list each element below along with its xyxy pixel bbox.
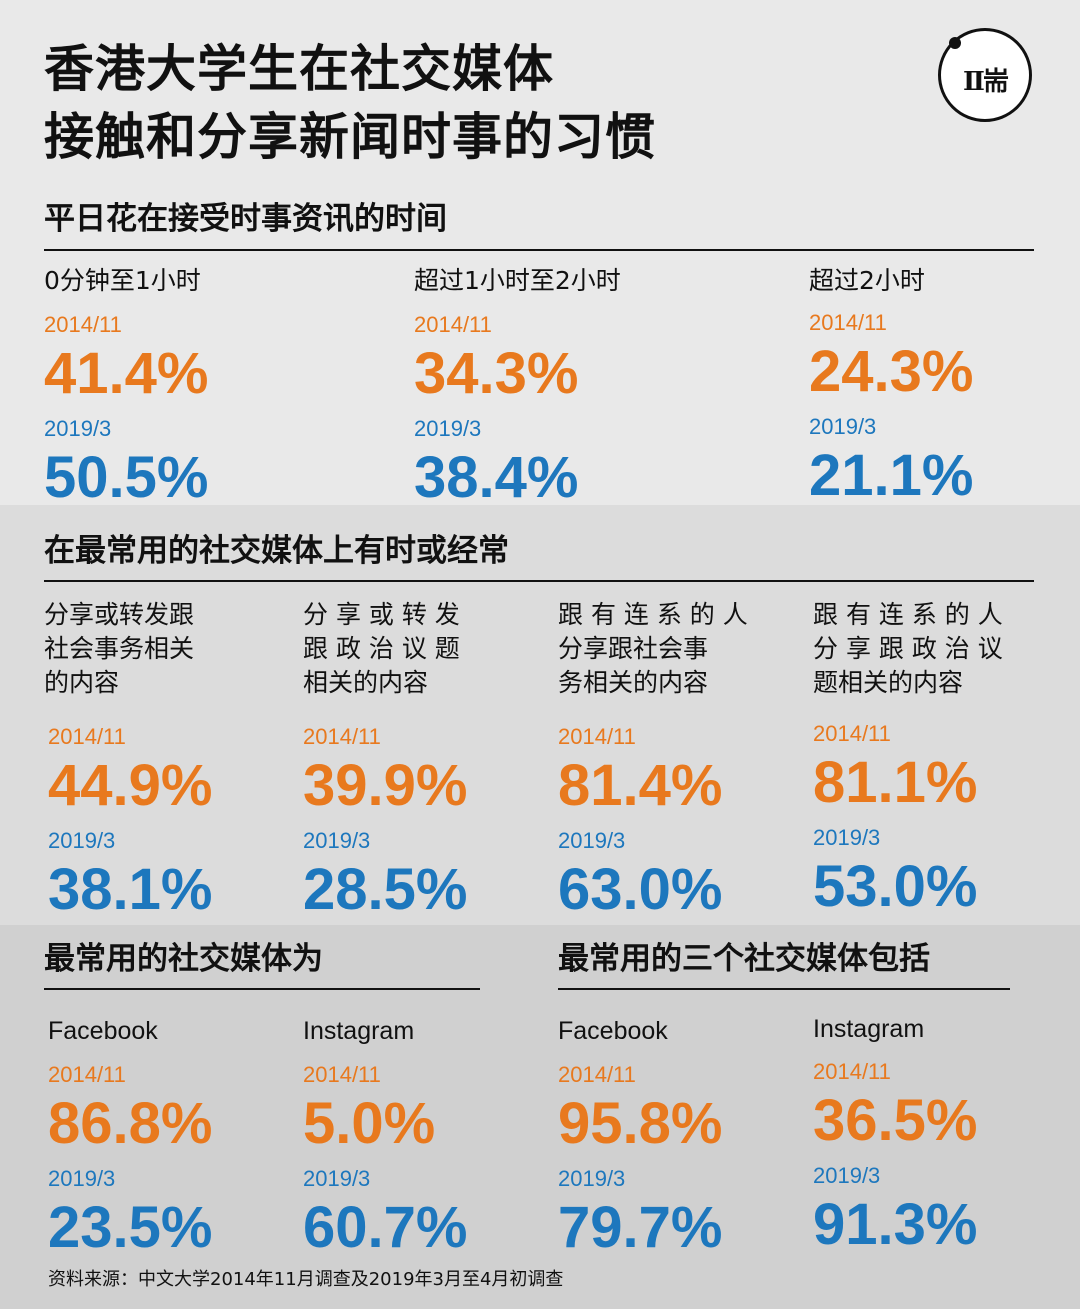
band-time-spent [0, 0, 1080, 505]
item-date-2014: 2014/11 [48, 724, 126, 749]
source-note: 资料来源：中文大学2014年11月调查及2019年3月至4月初调查 [48, 1269, 564, 1290]
item-date-2014: 2014/11 [303, 724, 381, 749]
item-value-2019: 38.4% [414, 445, 579, 510]
item-label-line1: 分享或转发跟 [44, 600, 195, 629]
item-label-line2: 分 享 跟 政 治 议 [813, 634, 1003, 663]
item-date-2019: 2019/3 [48, 828, 116, 853]
item-value-2019: 50.5% [44, 445, 209, 510]
item-label: 0分钟至1小时 [44, 266, 201, 295]
item-date-2014: 2014/11 [558, 724, 636, 749]
item-value-2019: 53.0% [813, 854, 978, 919]
item-value-2014: 81.1% [813, 750, 978, 815]
item-label-line2: 分享跟社会事 [558, 634, 709, 663]
item-date-2019: 2019/3 [813, 825, 881, 850]
item-label-line1: 分 享 或 转 发 [303, 600, 460, 629]
logo-dot [949, 37, 961, 49]
section4-rule [558, 988, 1010, 990]
section3-title: 最常用的社交媒体为 [44, 941, 323, 977]
section1-title: 平日花在接受时事资讯的时间 [44, 201, 447, 237]
item-date-2014: 2014/11 [414, 312, 492, 337]
page-title-line1: 香港大学生在社交媒体 [44, 40, 554, 98]
item-value-2014: 24.3% [809, 339, 974, 404]
item-value-2019: 28.5% [303, 857, 468, 922]
item-date-2019: 2019/3 [48, 1166, 116, 1191]
item-label: 超过2小时 [809, 266, 925, 295]
initium-logo-icon: Ⅱ耑 [938, 28, 1032, 122]
logo-mark: Ⅱ耑 [963, 67, 1009, 97]
item-value-2014: 5.0% [303, 1091, 436, 1156]
item-date-2014: 2014/11 [303, 1062, 381, 1087]
item-value-2014: 34.3% [414, 341, 579, 406]
item-label-line1: 跟 有 连 系 的 人 [813, 600, 1003, 629]
item-value-2014: 44.9% [48, 753, 213, 818]
item-value-2014: 39.9% [303, 753, 468, 818]
item-value-2014: 86.8% [48, 1091, 213, 1156]
item-date-2014: 2014/11 [48, 1062, 126, 1087]
item-value-2014: 95.8% [558, 1091, 723, 1156]
item-date-2019: 2019/3 [558, 1166, 626, 1191]
item-label: 超过1小时至2小时 [414, 266, 621, 295]
item-date-2019: 2019/3 [303, 1166, 371, 1191]
item-label-line3: 题相关的内容 [813, 668, 964, 697]
item-date-2014: 2014/11 [813, 1059, 891, 1084]
item-label-line2: 跟 政 治 议 题 [303, 634, 460, 663]
item-value-2019: 38.1% [48, 857, 213, 922]
item-value-2019: 60.7% [303, 1195, 468, 1260]
item-label: Facebook [558, 1017, 668, 1045]
item-value-2019: 79.7% [558, 1195, 723, 1260]
item-label-line3: 相关的内容 [303, 668, 429, 697]
item-value-2014: 36.5% [813, 1088, 978, 1153]
item-value-2014: 81.4% [558, 753, 723, 818]
item-value-2019: 23.5% [48, 1195, 213, 1260]
item-date-2014: 2014/11 [813, 721, 891, 746]
band-sharing [0, 505, 1080, 925]
item-label: Facebook [48, 1017, 158, 1045]
item-label-line3: 务相关的内容 [558, 668, 709, 697]
section3-rule [44, 988, 480, 990]
item-date-2019: 2019/3 [813, 1163, 881, 1188]
section2-rule [44, 580, 1034, 582]
item-date-2014: 2014/11 [44, 312, 122, 337]
item-date-2019: 2019/3 [44, 416, 112, 441]
item-label-line1: 跟 有 连 系 的 人 [558, 600, 748, 629]
section1-rule [44, 249, 1034, 251]
section4-title: 最常用的三个社交媒体包括 [558, 941, 930, 977]
item-value-2019: 21.1% [809, 443, 974, 508]
item-label: Instagram [813, 1015, 925, 1043]
item-date-2019: 2019/3 [809, 414, 877, 439]
item-value-2019: 63.0% [558, 857, 723, 922]
item-label-line2: 社会事务相关 [44, 634, 195, 663]
item-value-2019: 91.3% [813, 1192, 978, 1257]
item-date-2019: 2019/3 [303, 828, 371, 853]
item-date-2019: 2019/3 [558, 828, 626, 853]
item-label: Instagram [303, 1017, 415, 1045]
section2-title: 在最常用的社交媒体上有时或经常 [44, 533, 509, 569]
item-value-2014: 41.4% [44, 341, 209, 406]
item-label-line3: 的内容 [44, 668, 120, 697]
page-title-line2: 接触和分享新闻时事的习惯 [44, 108, 656, 166]
item-date-2014: 2014/11 [558, 1062, 636, 1087]
item-date-2019: 2019/3 [414, 416, 482, 441]
item-date-2014: 2014/11 [809, 310, 887, 335]
